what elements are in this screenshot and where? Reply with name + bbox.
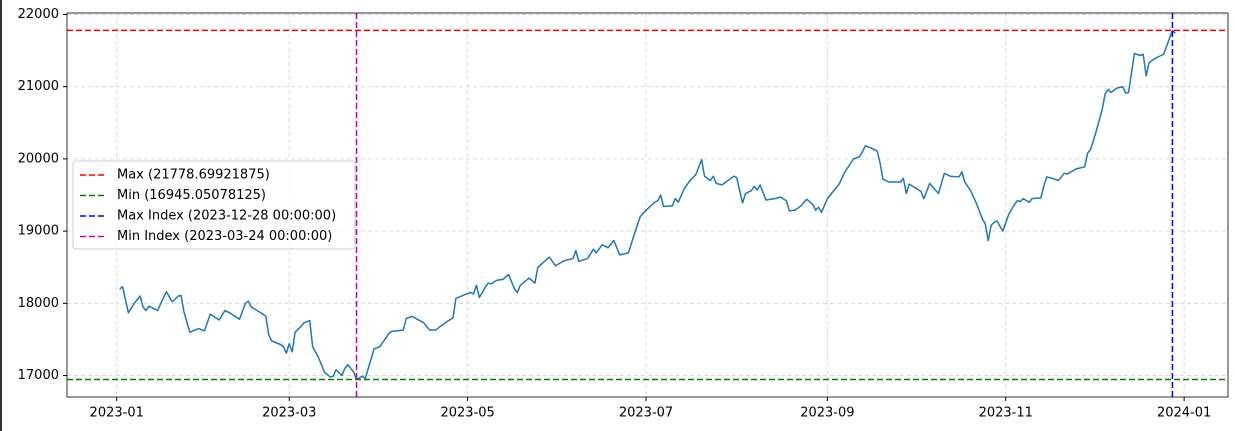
legend-label: Max (21778.69921875) — [117, 168, 270, 183]
x-tick-label: 2023-01 — [90, 406, 144, 421]
y-tick-label: 18000 — [18, 296, 59, 311]
x-tick-label: 2023-11 — [979, 406, 1033, 421]
y-tick-label: 17000 — [18, 368, 59, 383]
axes-frame — [66, 12, 1229, 398]
x-tick-label: 2024-01 — [1157, 406, 1211, 421]
x-tick-label: 2023-03 — [262, 406, 316, 421]
y-tick-label: 22000 — [18, 7, 59, 22]
legend-label: Min (16945.05078125) — [117, 188, 266, 203]
y-tick-label: 20000 — [18, 151, 59, 166]
x-tick-label: 2023-09 — [800, 406, 854, 421]
price-line — [119, 29, 1176, 381]
plot-area — [67, 13, 1228, 397]
y-tick-label: 19000 — [18, 224, 59, 239]
y-tick-label: 21000 — [18, 79, 59, 94]
legend-label: Min Index (2023-03-24 00:00:00) — [117, 229, 332, 244]
x-tick-label: 2023-07 — [619, 406, 673, 421]
legend-box — [72, 160, 356, 250]
window-edge — [0, 0, 2, 431]
x-tick-label: 2023-05 — [440, 406, 494, 421]
legend-label: Max Index (2023-12-28 00:00:00) — [117, 209, 336, 224]
